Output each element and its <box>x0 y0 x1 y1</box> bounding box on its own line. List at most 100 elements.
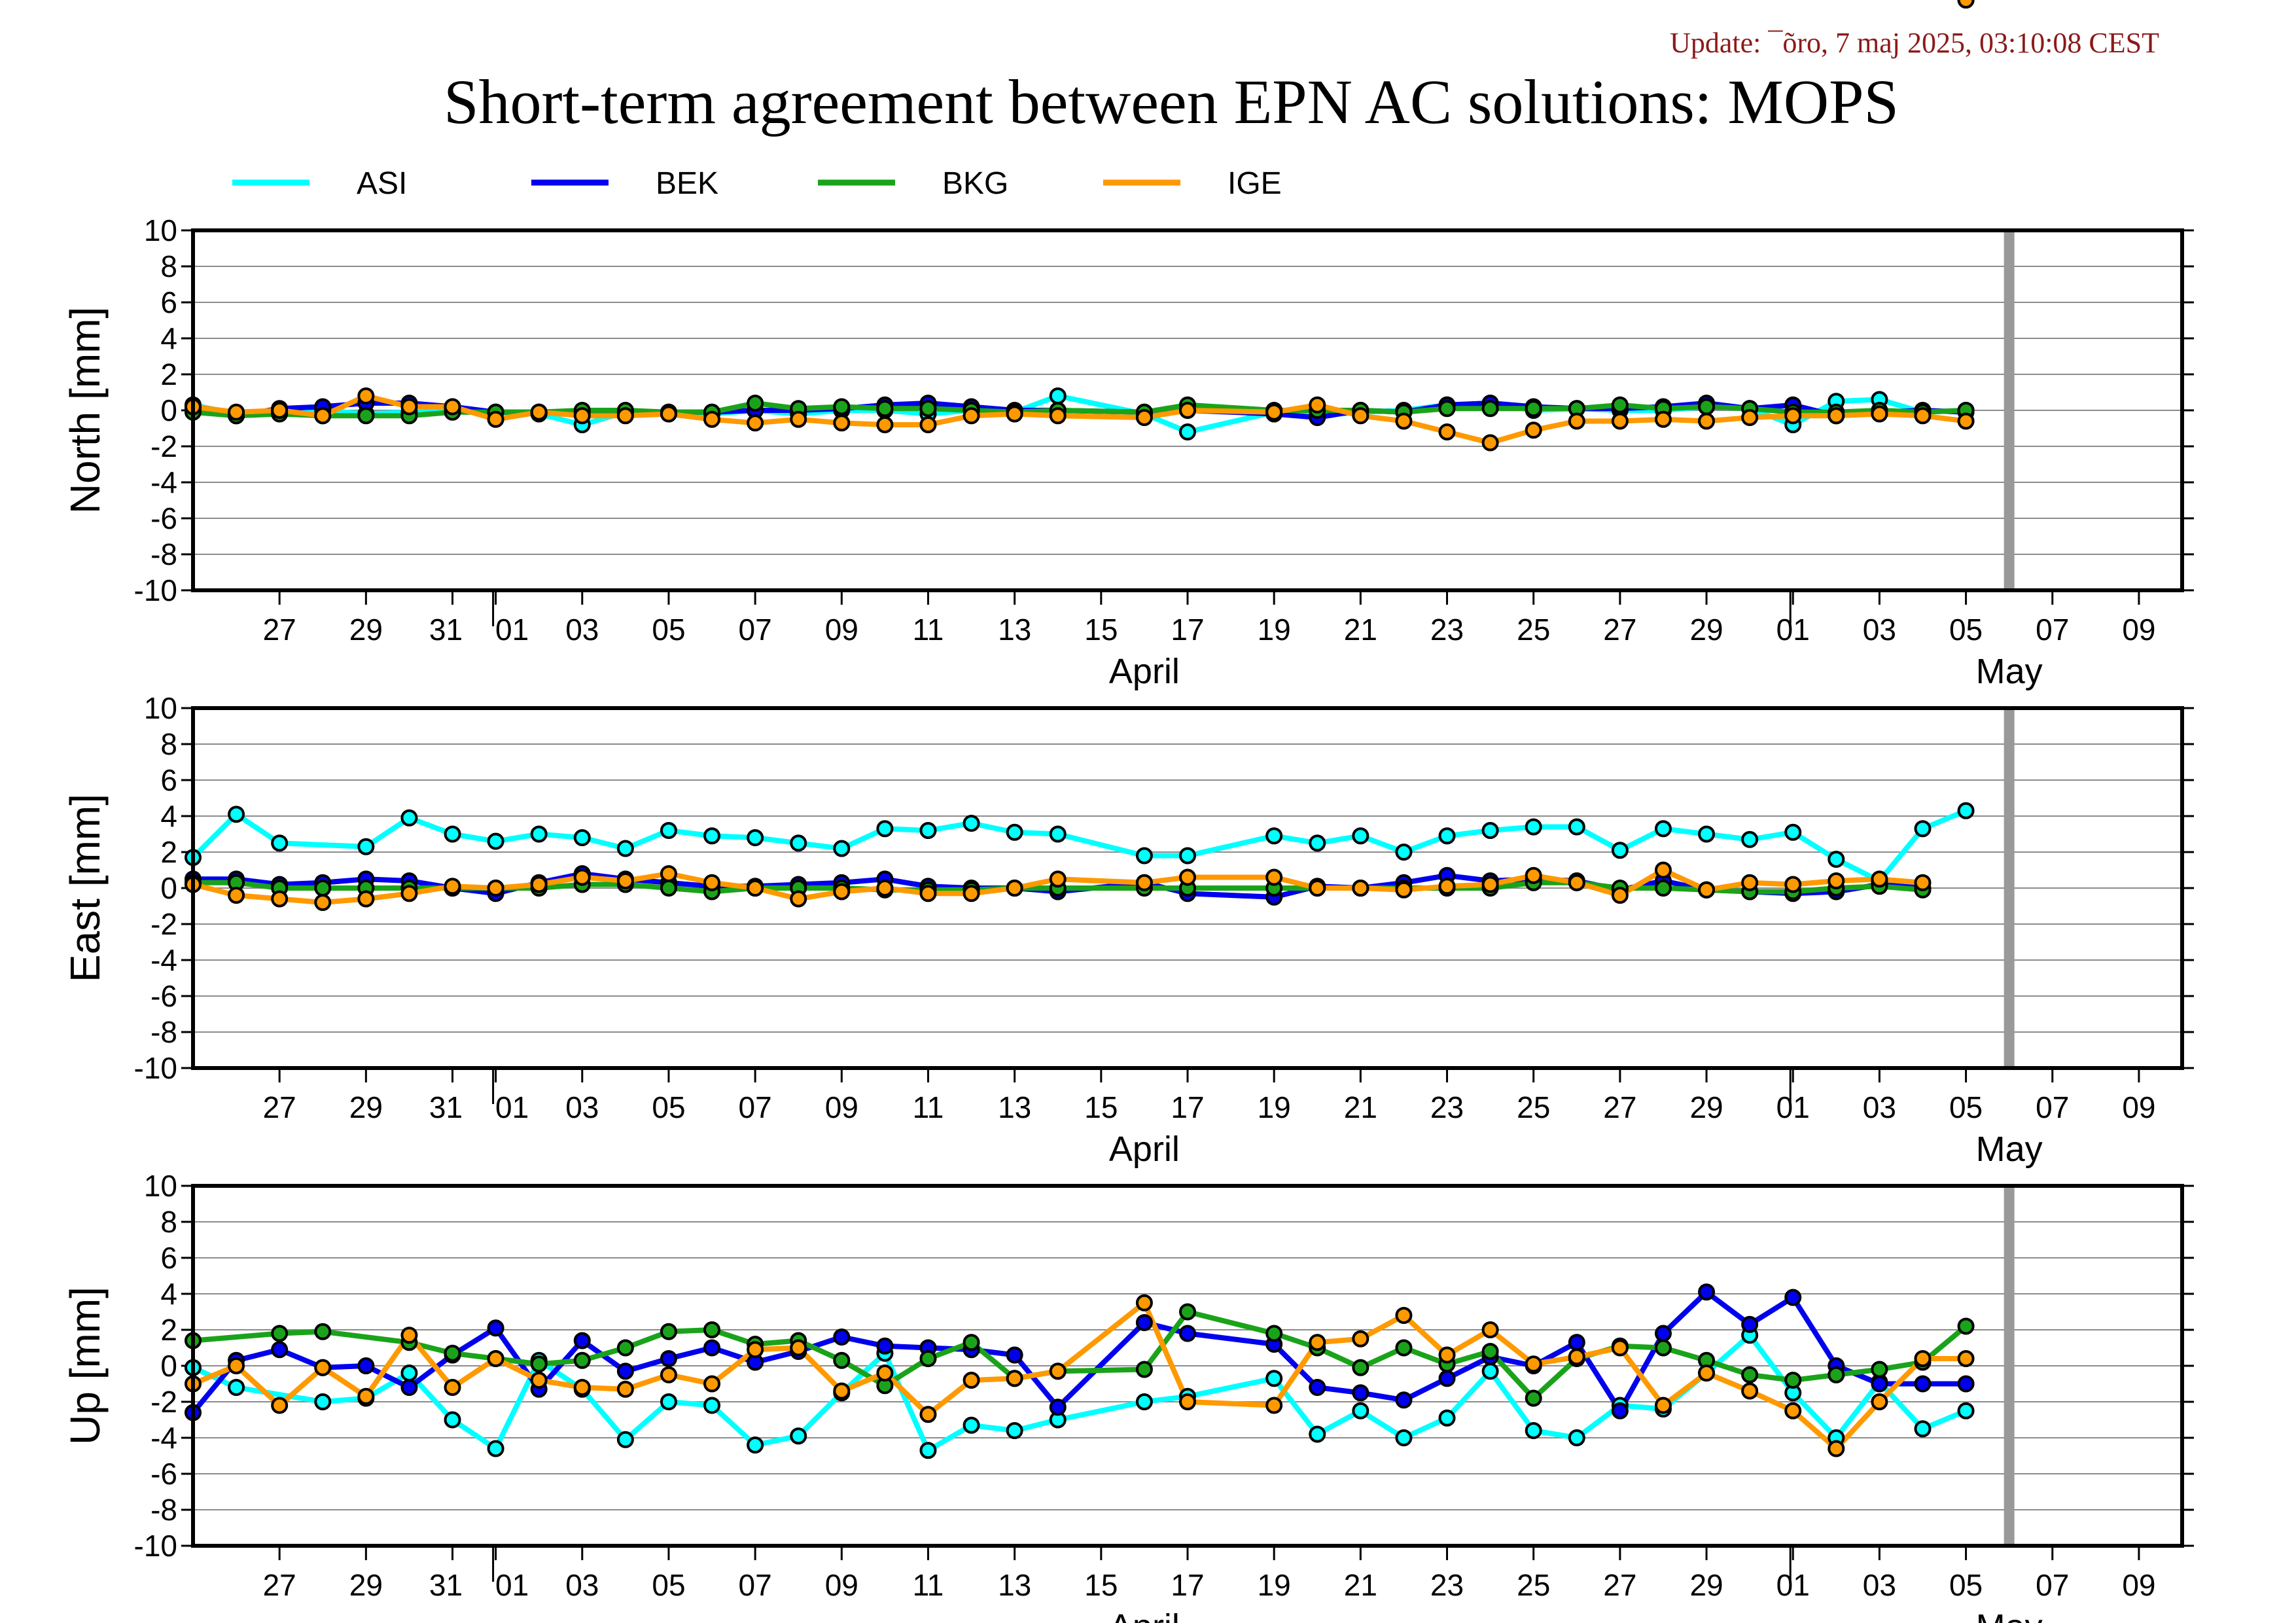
data-point-asi <box>1006 1422 1023 1439</box>
data-point-bkg <box>1698 398 1716 416</box>
data-point-bkg <box>919 400 937 418</box>
data-point-ige <box>1871 405 1888 423</box>
x-tick-label: 05 <box>652 613 685 647</box>
data-point-ige <box>703 874 721 891</box>
data-point-asi <box>1049 825 1067 843</box>
data-point-asi <box>919 1442 937 1459</box>
data-point-ige <box>1871 1393 1888 1410</box>
data-point-bkg <box>1654 1339 1672 1357</box>
data-point-ige <box>1265 403 1283 421</box>
data-point-asi <box>1784 823 1802 841</box>
x-tick-label: 09 <box>2122 1090 2155 1124</box>
y-tick-label: -6 <box>150 979 177 1013</box>
data-point-ige <box>660 865 677 882</box>
data-point-ige <box>919 416 937 433</box>
data-point-ige <box>314 407 332 425</box>
data-point-ige <box>1611 1339 1629 1357</box>
x-tick-label: 01 <box>495 1090 529 1124</box>
x-tick-label: 13 <box>998 1090 1031 1124</box>
data-point-bek <box>1914 1375 1932 1393</box>
data-point-ige <box>314 894 332 911</box>
x-tick-label: 07 <box>2036 613 2069 647</box>
data-point-ige <box>1438 878 1456 895</box>
data-point-asi <box>1179 847 1196 865</box>
y-tick-label: 4 <box>160 799 177 833</box>
data-point-ige <box>1957 412 1975 430</box>
x-tick-label: 27 <box>1603 1090 1636 1124</box>
data-point-bkg <box>1395 1339 1413 1357</box>
data-point-bkg <box>833 398 851 416</box>
series-line-bek <box>190 1289 1966 1415</box>
data-point-ige <box>1265 1397 1283 1414</box>
data-point-ige <box>1179 402 1196 419</box>
data-point-ige <box>876 1364 894 1382</box>
x-tick-label: 29 <box>1689 1568 1723 1602</box>
data-point-bek <box>1568 1334 1585 1351</box>
data-point-ige <box>1828 1440 1845 1457</box>
data-point-ige <box>1135 874 1153 891</box>
y-tick-label: -10 <box>134 573 177 607</box>
data-point-bkg <box>963 1334 980 1351</box>
y-tick-label: 10 <box>144 1169 177 1203</box>
data-point-bkg <box>1438 400 1456 418</box>
x-tick-label: 15 <box>1084 1090 1118 1124</box>
y-axis-label: Up [mm] <box>62 1287 109 1445</box>
x-tick-label: 19 <box>1258 613 1291 647</box>
data-point-ige <box>1352 407 1369 425</box>
data-point-ige <box>1395 412 1413 430</box>
data-point-ige <box>747 880 764 897</box>
x-tick-label: 11 <box>913 1568 944 1602</box>
data-point-ige <box>876 416 894 433</box>
x-tick-label: 07 <box>739 1090 772 1124</box>
data-point-bek <box>1611 1402 1629 1419</box>
x-tick-label: 25 <box>1517 1568 1550 1602</box>
data-point-bkg <box>1525 1389 1542 1407</box>
x-tick-label: 11 <box>913 1090 944 1124</box>
data-point-ige <box>1957 0 1975 9</box>
data-point-ige <box>1698 881 1716 899</box>
data-point-ige <box>573 868 591 886</box>
data-point-asi <box>1741 830 1759 848</box>
data-point-ige <box>271 1397 289 1414</box>
x-tick-label: 03 <box>565 1090 599 1124</box>
data-point-asi <box>1049 387 1067 404</box>
x-tick-label: 23 <box>1430 1568 1464 1602</box>
y-tick-label: 8 <box>160 1205 177 1239</box>
data-point-ige <box>400 398 418 416</box>
data-point-ige <box>1481 434 1499 452</box>
data-point-bkg <box>1265 1325 1283 1342</box>
x-tick-label: 05 <box>1949 1090 1983 1124</box>
data-point-ige <box>487 1350 504 1367</box>
data-point-asi <box>1914 1420 1932 1438</box>
plot-frame <box>191 1184 2184 1548</box>
data-point-asi <box>660 1393 677 1410</box>
data-point-ige <box>919 885 937 902</box>
data-point-bek <box>1049 1399 1067 1416</box>
y-tick-label: 2 <box>160 835 177 869</box>
x-tick-label: 29 <box>349 1568 383 1602</box>
x-tick-label: 09 <box>2122 613 2155 647</box>
data-point-ige <box>357 890 375 908</box>
data-point-ige <box>573 407 591 425</box>
x-tick-label: 13 <box>998 613 1031 647</box>
data-point-ige <box>314 1359 332 1376</box>
data-point-asi <box>1352 1402 1369 1419</box>
chart-title: Short-term agreement between EPN AC solu… <box>444 67 1899 137</box>
month-label: April <box>1109 1607 1180 1623</box>
data-point-bek <box>487 1319 504 1337</box>
data-point-bkg <box>660 1323 677 1340</box>
y-tick-label: 4 <box>160 321 177 355</box>
data-point-ige <box>1309 1334 1326 1351</box>
data-point-bek <box>1871 1375 1888 1393</box>
data-point-asi <box>1698 825 1716 843</box>
data-point-bek <box>1784 1289 1802 1306</box>
y-tick-label: -2 <box>150 907 177 941</box>
data-point-bkg <box>919 1350 937 1367</box>
x-tick-label: 09 <box>2122 1568 2155 1602</box>
x-tick-label: 01 <box>1776 1090 1810 1124</box>
x-tick-label: 07 <box>2036 1568 2069 1602</box>
data-point-ige <box>1914 407 1932 425</box>
y-tick-label: -8 <box>150 1015 177 1049</box>
data-point-asi <box>1265 1370 1283 1387</box>
x-tick-label: 19 <box>1258 1090 1291 1124</box>
